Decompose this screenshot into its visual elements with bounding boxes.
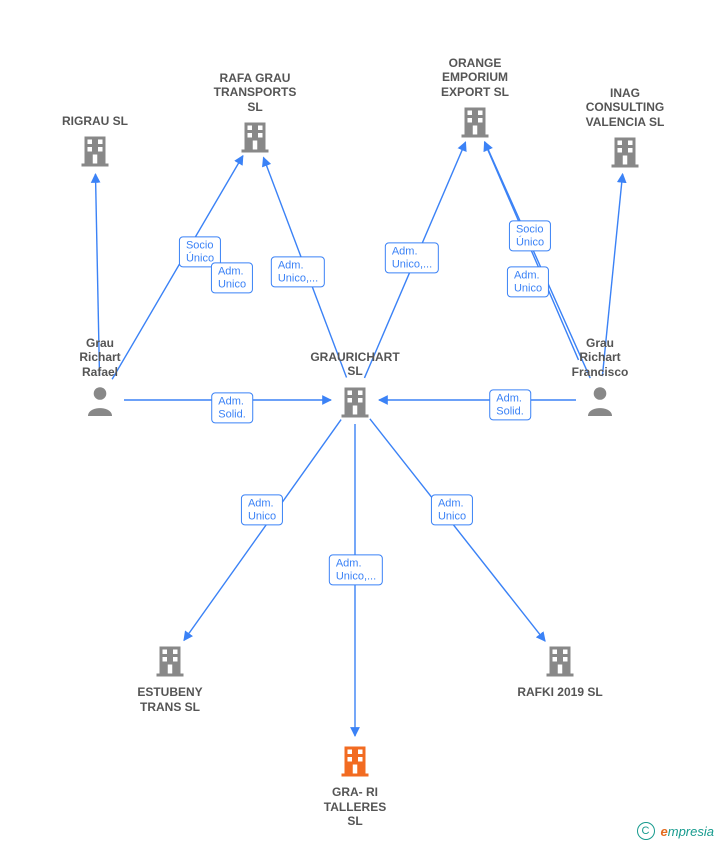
company-icon	[200, 118, 310, 157]
node-label-grari: GRA- RI TALLERES SL	[300, 785, 410, 828]
node-rafa[interactable]: RAFA GRAU TRANSPORTS SL	[200, 71, 310, 158]
edge-label-graurichart-rafa-2: Adm.Unico,...	[271, 256, 325, 287]
company-icon	[115, 642, 225, 681]
node-label-rigrau: RIGRAU SL	[40, 114, 150, 128]
node-label-francisco: Grau Richart Francisco	[545, 336, 655, 379]
company-icon	[570, 133, 680, 172]
node-grari[interactable]: GRA- RI TALLERES SL	[300, 742, 410, 829]
node-orange[interactable]: ORANGE EMPORIUM EXPORT SL	[420, 56, 530, 143]
node-label-inag: INAG CONSULTING VALENCIA SL	[570, 86, 680, 129]
node-label-rafa: RAFA GRAU TRANSPORTS SL	[200, 71, 310, 114]
edge-label-rafael-graurichart-7: Adm.Solid.	[211, 392, 253, 423]
edge-graurichart-rafki	[370, 419, 545, 641]
node-rafael[interactable]: Grau Richart Rafael	[45, 336, 155, 423]
edge-label-graurichart-estubeny-9: Adm.Unico	[241, 494, 283, 525]
person-icon	[45, 383, 155, 422]
brand-rest: mpresia	[668, 824, 714, 839]
edge-label-graurichart-rafki-11: Adm.Unico	[431, 494, 473, 525]
edge-label-francisco-orange-4: SocioÚnico	[509, 220, 551, 251]
footer-brand: C empresia	[637, 822, 714, 840]
edge-label-graurichart-orange-3: Adm.Unico,...	[385, 242, 439, 273]
edge-label-francisco-graurichart-8: Adm.Solid.	[489, 389, 531, 420]
brand-e: e	[661, 824, 668, 839]
node-estubeny[interactable]: ESTUBENY TRANS SL	[115, 642, 225, 714]
edge-label-graurichart-grari-10: Adm.Unico,...	[329, 554, 383, 585]
company-icon	[420, 103, 530, 142]
node-rafki[interactable]: RAFKI 2019 SL	[505, 642, 615, 700]
company-icon	[505, 642, 615, 681]
node-francisco[interactable]: Grau Richart Francisco	[545, 336, 655, 423]
node-label-orange: ORANGE EMPORIUM EXPORT SL	[420, 56, 530, 99]
node-label-graurichart: GRAURICHART SL	[300, 350, 410, 379]
copyright-icon: C	[637, 822, 655, 840]
node-graurichart[interactable]: GRAURICHART SL	[300, 350, 410, 422]
person-icon	[545, 383, 655, 422]
edge-label-francisco-orange-5: Adm.Unico	[507, 266, 549, 297]
edge-label-rafael-rafa-1: Adm.Unico	[211, 262, 253, 293]
company-icon	[300, 383, 410, 422]
node-label-rafael: Grau Richart Rafael	[45, 336, 155, 379]
node-label-rafki: RAFKI 2019 SL	[505, 685, 615, 699]
company-icon	[300, 742, 410, 781]
company-icon	[40, 132, 150, 171]
node-label-estubeny: ESTUBENY TRANS SL	[115, 685, 225, 714]
edge-graurichart-estubeny	[184, 420, 341, 641]
node-inag[interactable]: INAG CONSULTING VALENCIA SL	[570, 86, 680, 173]
node-rigrau[interactable]: RIGRAU SL	[40, 114, 150, 172]
